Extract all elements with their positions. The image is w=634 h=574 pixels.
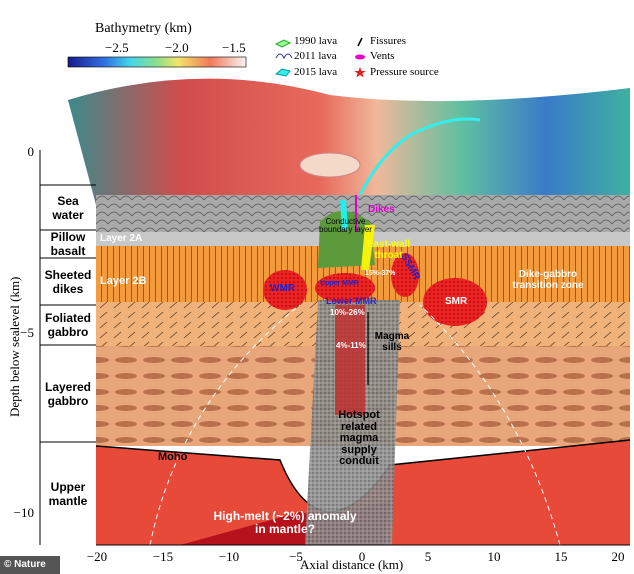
flow-line [419, 304, 561, 546]
legend-symbol [274, 39, 292, 48]
colorbar-tick: −1.5 [222, 40, 246, 55]
x-tick-label: 0 [358, 549, 366, 564]
legend-symbol [275, 53, 293, 60]
y-axis-label: Depth below sealevel (km) [7, 276, 23, 418]
colorbar-title: Bathymetry (km) [95, 21, 192, 36]
ssmr [391, 253, 419, 297]
x-tick-label: 5 [424, 549, 432, 564]
bathymetry-surface [68, 78, 630, 205]
colorbar [67, 56, 247, 68]
annotation: Hotspot related magma supply conduit [338, 409, 380, 468]
upper-mantle [96, 440, 630, 545]
annotation: 4%-11% [336, 341, 366, 350]
x-axis-label: Axial distance (km) [300, 557, 404, 572]
legend-label: 1990 lava [294, 35, 338, 47]
magma-sills [335, 305, 365, 415]
annotation: SMR [445, 296, 468, 307]
x-tick-label: 20 [611, 549, 625, 564]
x-tick-label: −15 [152, 549, 174, 564]
layer-label: Pillow basalt [50, 230, 86, 258]
legend-symbol [357, 37, 363, 47]
legend-label: 2011 lava [294, 50, 337, 62]
layer-label: Upper mantle [48, 479, 88, 508]
legend-label: Vents [370, 50, 395, 62]
smr [423, 278, 487, 326]
legend-symbol [354, 67, 366, 78]
annotation: Magma sills [374, 331, 410, 353]
lava-flow [358, 117, 481, 196]
annotation: Conductive boundary layer [319, 217, 372, 235]
credit: © Nature [4, 559, 46, 570]
annotation: WMR [270, 283, 295, 294]
layer-label: Sheeted dikes [44, 267, 92, 296]
x-tick-label: 10 [487, 549, 501, 564]
annotation: High-melt (~2%) anomaly in mantle? [213, 509, 357, 536]
x-tick-label: −10 [218, 549, 240, 564]
layer-label: Foliated gabbro [44, 311, 91, 339]
layer-label: Layered gabbro [44, 379, 92, 408]
layer-column [40, 184, 96, 443]
colorbar-tick: −2.0 [165, 40, 189, 55]
wmr [263, 270, 307, 310]
east-wall-throat [361, 225, 375, 270]
layer-label: Sea water [52, 193, 84, 222]
legend-label: 2015 lava [294, 66, 338, 78]
flow-line [149, 304, 301, 546]
colorbar-tick: −2.5 [105, 40, 129, 55]
credit-box [0, 556, 60, 574]
legend-symbol [274, 68, 291, 77]
annotation: Layer 2A [100, 233, 143, 244]
legend-symbol [355, 54, 365, 60]
annotation: Dikes [368, 204, 395, 215]
legend-label: Pressure source [370, 66, 439, 78]
magma-conduit [305, 300, 400, 545]
conductive-boundary-layer [318, 211, 375, 268]
x-tick-label: −20 [86, 549, 108, 564]
dikes [340, 200, 348, 230]
annotation: Dike-gabbro transition zone [512, 269, 584, 291]
annotation: Moho [158, 451, 188, 463]
mmr [315, 273, 375, 303]
x-tick-label: −5 [289, 549, 303, 564]
legend-label: Fissures [370, 35, 407, 47]
y-tick-label: −5 [20, 325, 34, 340]
annotation: 10%-26% [330, 308, 365, 317]
y-tick-label: 0 [27, 144, 35, 159]
annotation: 15%-37% [365, 270, 396, 277]
caldera [299, 152, 361, 178]
annotation: East-wall throat [366, 239, 411, 261]
annotation: Layer 2B [100, 275, 147, 287]
x-tick-label: 15 [554, 549, 568, 564]
annotation: Upper MMR [320, 280, 359, 287]
y-tick-label: −10 [13, 505, 34, 520]
annotation: Lower MMR [326, 296, 377, 306]
